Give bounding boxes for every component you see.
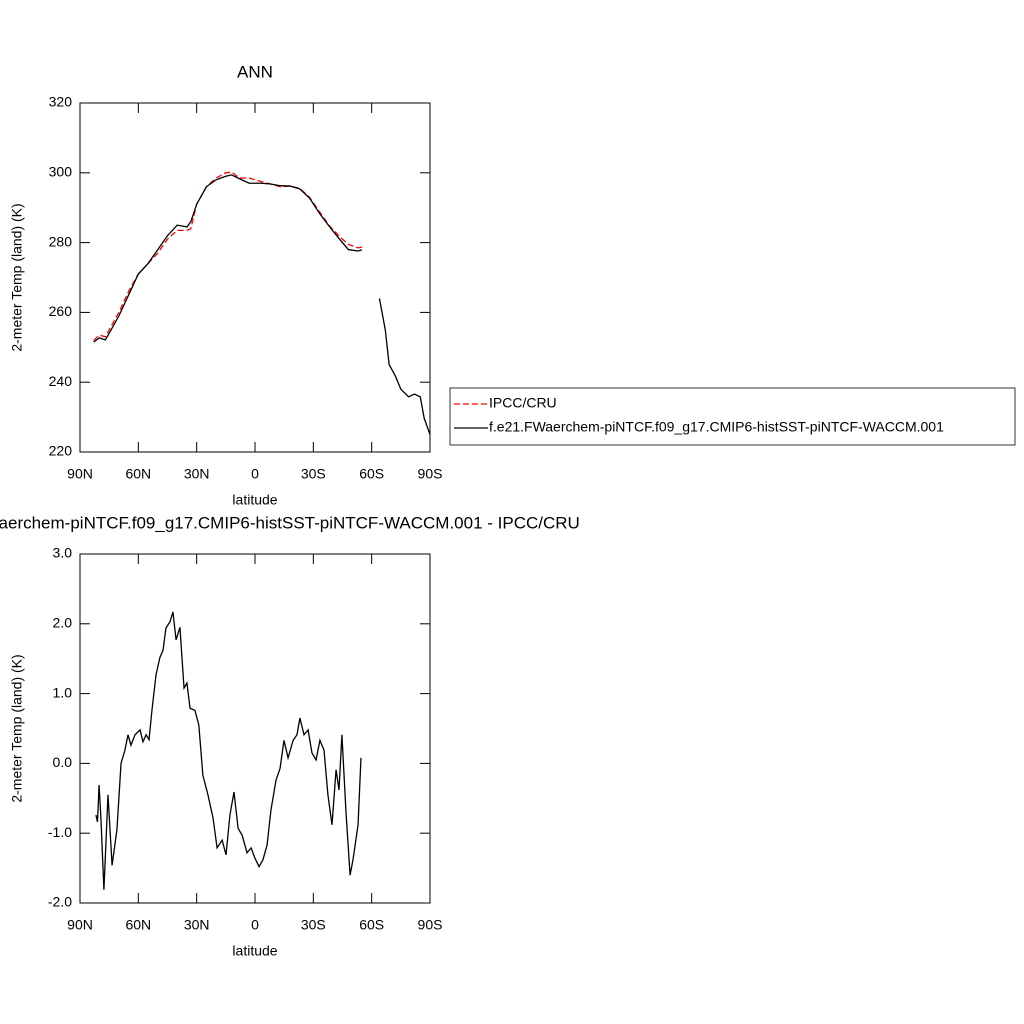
y-tick-label: -1.0	[48, 824, 72, 840]
legend-label: IPCC/CRU	[489, 395, 557, 411]
chart-title: ANN	[237, 62, 273, 81]
x-tick-label: 60N	[125, 466, 151, 482]
x-tick-label: 60S	[359, 466, 384, 482]
x-tick-label: 0	[251, 466, 259, 482]
x-tick-label: 90S	[418, 917, 443, 933]
data-line	[93, 171, 363, 341]
x-tick-label: 90N	[67, 466, 93, 482]
plot-frame	[79, 553, 431, 904]
y-axis-label: 2-meter Temp (land) (K)	[9, 203, 25, 351]
y-tick-label: 280	[49, 233, 73, 249]
chart-title: f.e21.FWaerchem-piNTCF.f09_g17.CMIP6-his…	[0, 513, 580, 532]
y-tick-label: -2.0	[48, 894, 72, 910]
x-tick-label: 30N	[184, 917, 210, 933]
plot-frame	[79, 102, 431, 453]
y-tick-label: 220	[49, 443, 73, 459]
x-axis-label: latitude	[232, 492, 277, 508]
y-tick-label: 1.0	[53, 684, 73, 700]
x-tick-label: 90S	[418, 466, 443, 482]
x-tick-label: 90N	[67, 917, 93, 933]
legend-box	[449, 387, 1016, 446]
x-tick-label: 60S	[359, 917, 384, 933]
x-tick-label: 30S	[301, 466, 326, 482]
y-tick-label: 260	[49, 303, 73, 319]
x-tick-label: 0	[251, 917, 259, 933]
x-axis-label: latitude	[232, 943, 277, 959]
data-line	[93, 174, 431, 435]
x-tick-label: 60N	[125, 917, 151, 933]
y-tick-label: 2.0	[53, 615, 73, 631]
y-tick-label: 3.0	[53, 545, 73, 561]
y-tick-label: 0.0	[53, 754, 73, 770]
x-tick-label: 30S	[301, 917, 326, 933]
y-axis-label: 2-meter Temp (land) (K)	[9, 654, 25, 802]
y-tick-label: 240	[49, 373, 73, 389]
legend-label: f.e21.FWaerchem-piNTCF.f09_g17.CMIP6-his…	[489, 419, 944, 435]
y-tick-label: 300	[49, 164, 73, 180]
y-tick-label: 320	[49, 94, 73, 110]
data-line	[95, 611, 362, 890]
x-tick-label: 30N	[184, 466, 210, 482]
